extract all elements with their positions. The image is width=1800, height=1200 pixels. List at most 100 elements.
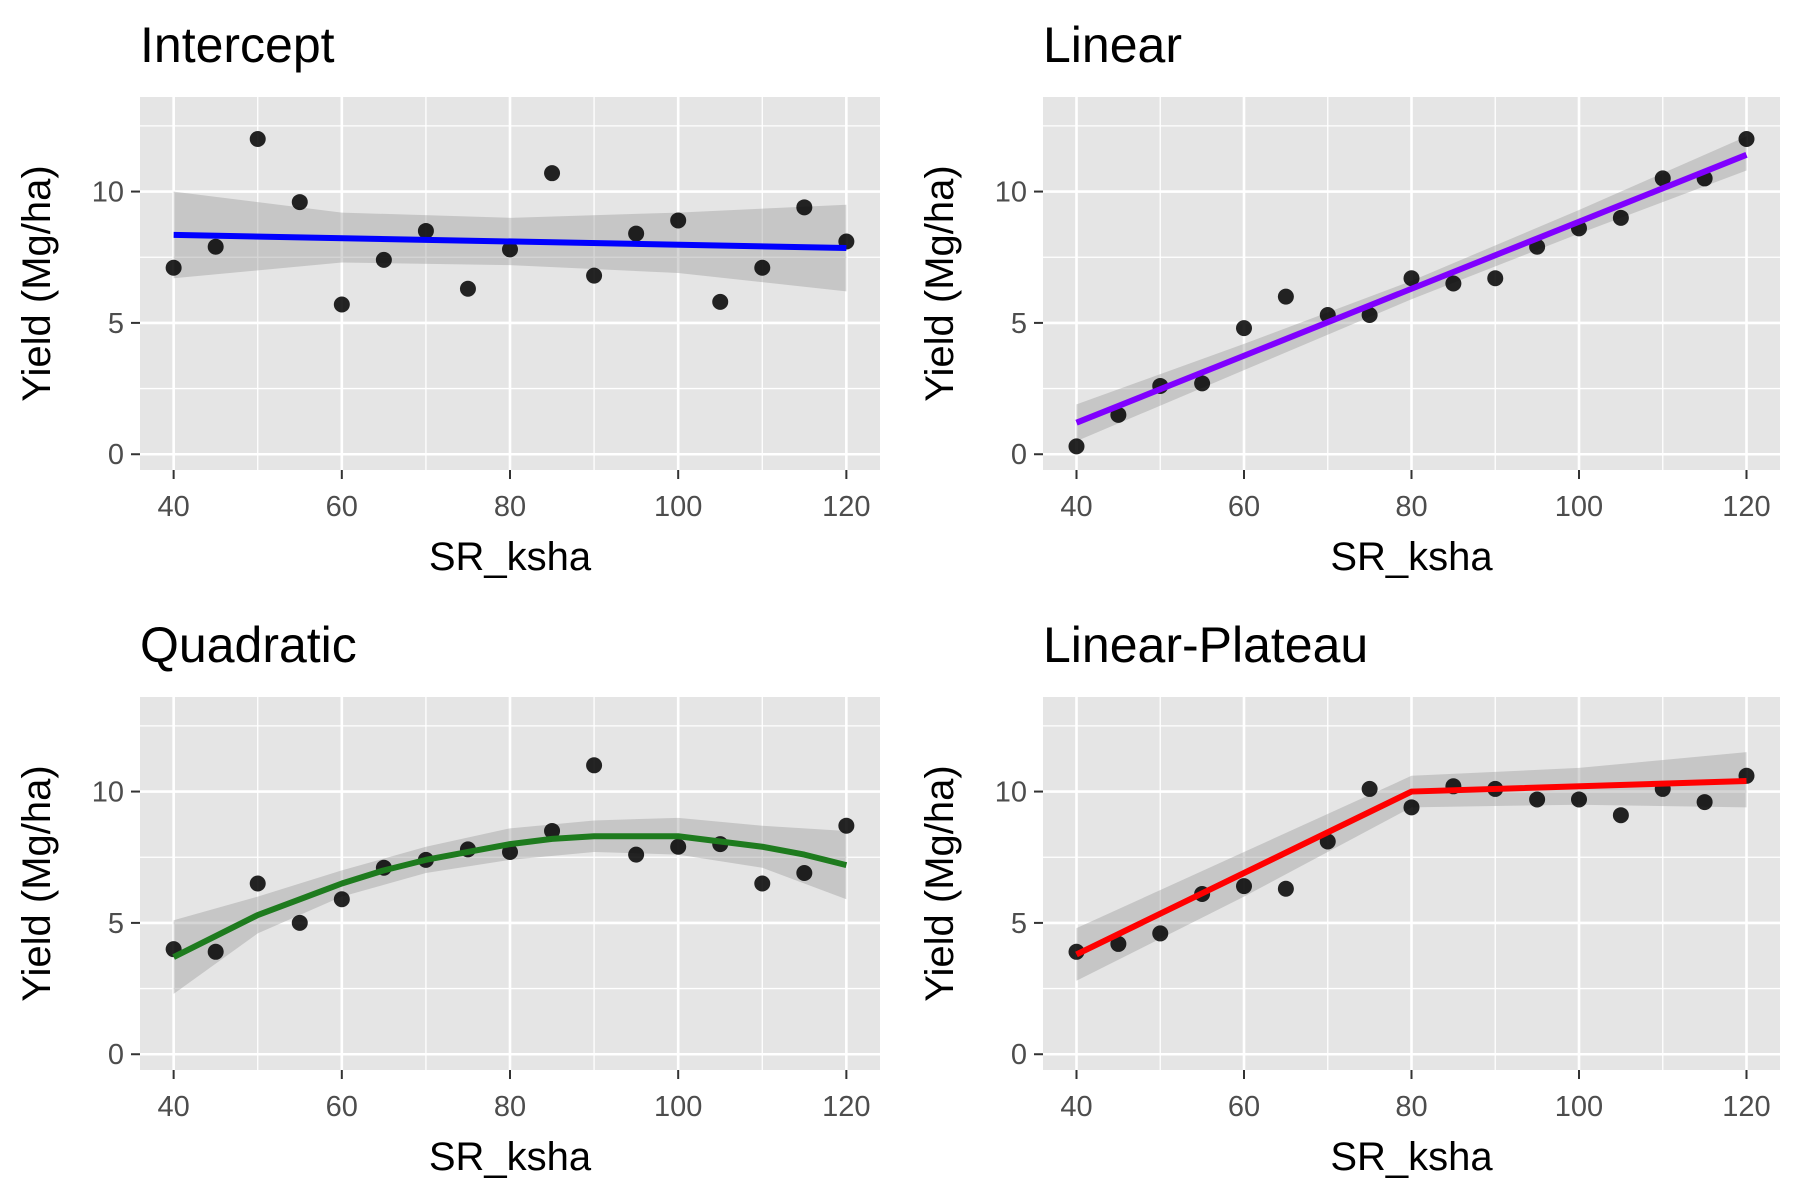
data-point bbox=[1236, 320, 1252, 337]
data-point bbox=[586, 267, 603, 284]
data-point bbox=[165, 259, 182, 276]
y-axis-title: Yield (Mg/ha) bbox=[918, 765, 962, 1001]
chart-title: Intercept bbox=[140, 17, 335, 73]
data-point bbox=[1738, 131, 1755, 148]
x-tick-label: 120 bbox=[1722, 1091, 1770, 1123]
data-point bbox=[1571, 791, 1587, 808]
data-point bbox=[670, 838, 687, 855]
x-axis-title: SR_ksha bbox=[1330, 1135, 1493, 1179]
data-point bbox=[249, 875, 266, 892]
y-tick-label: 5 bbox=[1011, 908, 1027, 940]
data-point bbox=[1529, 791, 1546, 808]
data-point bbox=[796, 199, 813, 216]
data-point bbox=[544, 165, 561, 182]
y-tick-label: 0 bbox=[1011, 439, 1027, 471]
data-point bbox=[1110, 406, 1127, 423]
chart-panel-quadratic: Quadratic 40 60 80 100 120 0 5 10 SR_ksha Yield (M… bbox=[0, 600, 900, 1200]
x-tick-label: 40 bbox=[158, 491, 190, 523]
chart-svg: Quadratic 40 60 80 100 120 0 5 10 SR_ksha Yield (M… bbox=[15, 617, 880, 1179]
x-tick-label: 60 bbox=[326, 491, 358, 523]
y-axis-title: Yield (Mg/ha) bbox=[15, 165, 59, 401]
x-tick-label: 120 bbox=[822, 491, 870, 523]
y-tick-label: 10 bbox=[995, 177, 1027, 209]
y-tick-label: 0 bbox=[1011, 1039, 1027, 1071]
x-tick-label: 60 bbox=[1228, 491, 1260, 523]
x-axis-title: SR_ksha bbox=[429, 1135, 592, 1179]
chart-panel-linear: Linear 40 60 80 100 120 0 5 10 SR_ksha Yield (Mg/h… bbox=[903, 0, 1800, 600]
data-point bbox=[1277, 288, 1294, 305]
y-tick-label: 10 bbox=[92, 777, 124, 809]
data-point bbox=[375, 251, 392, 268]
chart-title: Linear-Plateau bbox=[1043, 617, 1368, 673]
data-point bbox=[207, 943, 224, 960]
data-point bbox=[1110, 935, 1127, 952]
data-point bbox=[754, 875, 771, 892]
chart-title: Quadratic bbox=[140, 617, 357, 673]
data-point bbox=[754, 259, 771, 276]
x-tick-label: 80 bbox=[494, 1091, 526, 1123]
data-point bbox=[291, 914, 308, 931]
data-point bbox=[1403, 799, 1420, 816]
x-tick-label: 120 bbox=[1722, 491, 1770, 523]
data-point bbox=[1361, 307, 1378, 324]
data-point bbox=[1194, 375, 1211, 392]
data-point bbox=[333, 891, 350, 908]
y-tick-label: 5 bbox=[108, 908, 124, 940]
data-point bbox=[417, 222, 434, 239]
x-tick-label: 40 bbox=[1060, 491, 1092, 523]
data-point bbox=[502, 241, 518, 258]
chart-panel-intercept: Intercept 40 60 80 100 120 0 5 10 SR_ksha Yield (M… bbox=[0, 0, 900, 600]
chart-svg: Linear-Plateau 40 60 80 100 120 0 5 10 SR_ksha Yie… bbox=[918, 617, 1780, 1179]
chart-title: Linear bbox=[1043, 17, 1182, 73]
data-point bbox=[1487, 270, 1504, 287]
x-tick-label: 40 bbox=[1060, 1091, 1092, 1123]
data-point bbox=[586, 757, 603, 774]
data-point bbox=[249, 131, 266, 148]
fit-line-linear bbox=[1075, 152, 1748, 426]
data-point bbox=[670, 212, 687, 229]
data-point bbox=[838, 817, 855, 834]
data-point bbox=[1696, 794, 1713, 811]
data-point bbox=[459, 280, 476, 297]
chart-svg: Linear 40 60 80 100 120 0 5 10 SR_ksha Yield (Mg/h… bbox=[918, 17, 1780, 579]
x-axis-title: SR_ksha bbox=[1330, 535, 1493, 579]
x-tick-label: 100 bbox=[1555, 491, 1603, 523]
fit-line-intercept bbox=[173, 231, 847, 252]
x-tick-label: 100 bbox=[654, 491, 702, 523]
x-tick-label: 60 bbox=[1228, 1091, 1260, 1123]
data-point bbox=[207, 238, 224, 255]
data-point bbox=[1068, 438, 1085, 455]
x-tick-label: 60 bbox=[326, 1091, 358, 1123]
x-tick-label: 40 bbox=[158, 1091, 190, 1123]
x-tick-label: 80 bbox=[1395, 1091, 1427, 1123]
data-point bbox=[712, 293, 729, 310]
x-tick-label: 100 bbox=[654, 1091, 702, 1123]
data-point bbox=[1654, 170, 1671, 187]
data-point bbox=[1277, 880, 1294, 897]
data-point bbox=[502, 843, 518, 860]
y-axis-title: Yield (Mg/ha) bbox=[918, 165, 962, 401]
y-tick-label: 5 bbox=[108, 308, 124, 340]
y-axis-title: Yield (Mg/ha) bbox=[15, 765, 59, 1001]
y-tick-label: 5 bbox=[1011, 308, 1027, 340]
data-point bbox=[291, 194, 308, 211]
data-point bbox=[1403, 270, 1420, 287]
y-tick-label: 10 bbox=[995, 777, 1027, 809]
data-point bbox=[1612, 209, 1629, 226]
data-point bbox=[1152, 925, 1169, 942]
x-tick-label: 80 bbox=[1395, 491, 1427, 523]
data-point bbox=[333, 296, 350, 313]
data-point bbox=[628, 846, 645, 863]
x-tick-label: 100 bbox=[1555, 1091, 1603, 1123]
data-point bbox=[796, 864, 813, 881]
x-tick-label: 120 bbox=[822, 1091, 870, 1123]
data-point bbox=[628, 225, 645, 242]
y-tick-label: 0 bbox=[108, 1039, 124, 1071]
fit-line-linear-plateau bbox=[1075, 778, 1747, 958]
confidence-band bbox=[1076, 752, 1747, 981]
y-tick-label: 0 bbox=[108, 439, 124, 471]
data-point bbox=[1361, 780, 1378, 797]
y-tick-label: 10 bbox=[92, 177, 124, 209]
data-point bbox=[1236, 878, 1252, 895]
